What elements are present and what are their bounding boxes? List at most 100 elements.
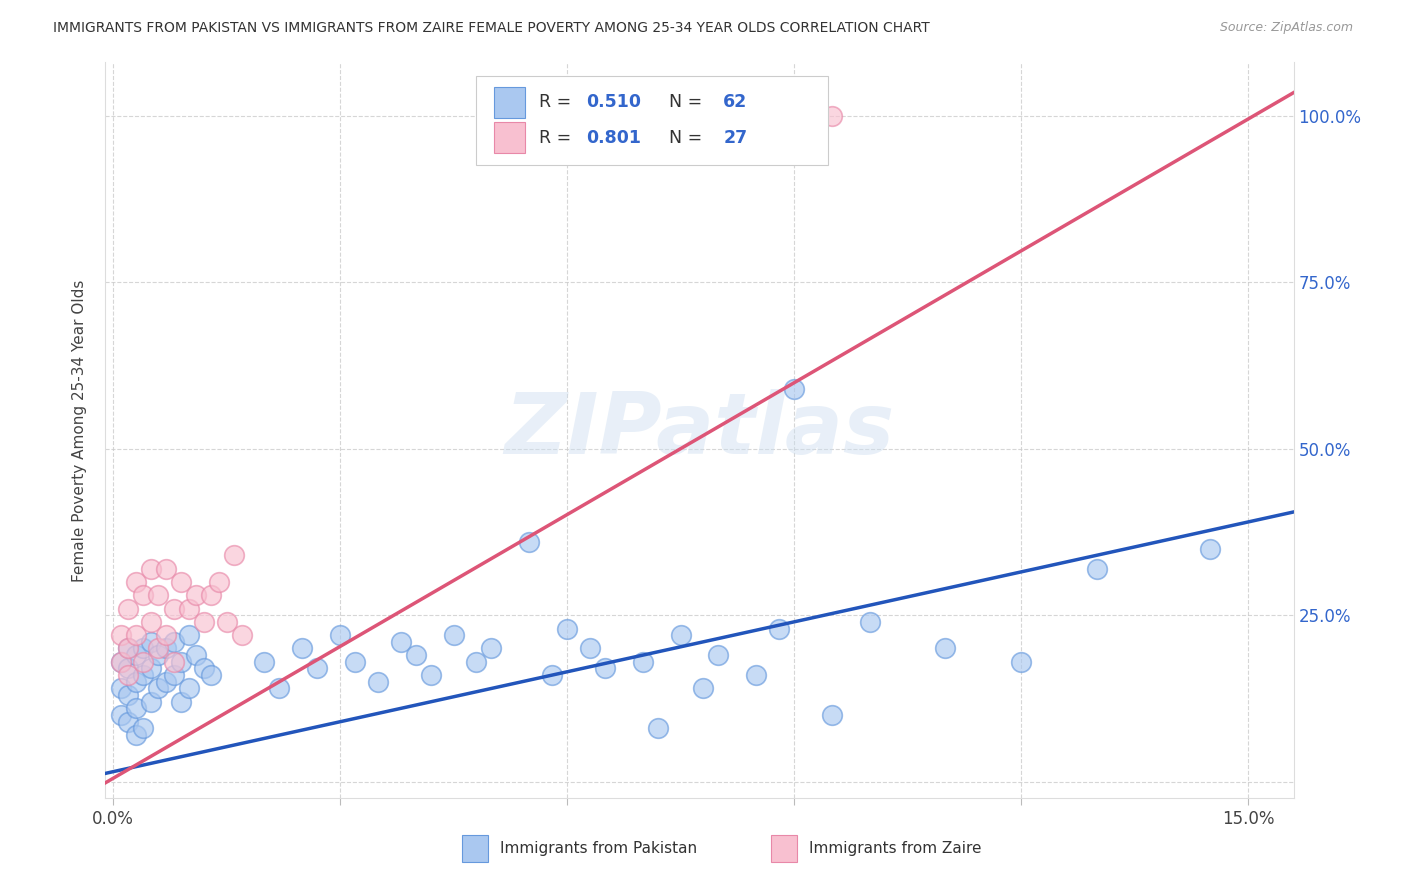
Point: [139, 695, 162, 709]
Point: [367, 674, 389, 689]
Point: [821, 109, 844, 123]
Point: [193, 615, 215, 629]
Point: [162, 601, 184, 615]
Point: [155, 628, 177, 642]
Point: [193, 661, 215, 675]
Point: [117, 601, 139, 615]
Point: [578, 641, 600, 656]
Point: [148, 641, 170, 656]
Text: R =: R =: [538, 93, 576, 112]
Point: [148, 648, 170, 662]
Text: IMMIGRANTS FROM PAKISTAN VS IMMIGRANTS FROM ZAIRE FEMALE POVERTY AMONG 25-34 YEA: IMMIGRANTS FROM PAKISTAN VS IMMIGRANTS F…: [53, 21, 931, 36]
Point: [443, 628, 465, 642]
Text: Immigrants from Zaire: Immigrants from Zaire: [808, 841, 981, 856]
Point: [155, 674, 177, 689]
Point: [253, 655, 276, 669]
Point: [117, 661, 139, 675]
Point: [148, 588, 170, 602]
Point: [125, 648, 148, 662]
Text: 62: 62: [723, 93, 748, 112]
Point: [117, 714, 139, 729]
Text: ZIPatlas: ZIPatlas: [505, 389, 894, 472]
Point: [344, 655, 367, 669]
Point: [231, 628, 253, 642]
Point: [125, 701, 148, 715]
Point: [768, 622, 790, 636]
Text: 0.510: 0.510: [586, 93, 641, 112]
Point: [162, 668, 184, 682]
Point: [125, 674, 148, 689]
Point: [269, 681, 291, 696]
Text: Immigrants from Pakistan: Immigrants from Pakistan: [501, 841, 697, 856]
Point: [170, 695, 193, 709]
Point: [110, 681, 132, 696]
Point: [200, 668, 222, 682]
Point: [405, 648, 427, 662]
Text: Source: ZipAtlas.com: Source: ZipAtlas.com: [1219, 21, 1353, 35]
Point: [117, 688, 139, 702]
Point: [222, 548, 245, 562]
Point: [170, 574, 193, 589]
Point: [110, 655, 132, 669]
FancyBboxPatch shape: [494, 87, 524, 118]
Point: [125, 628, 148, 642]
Point: [1010, 655, 1032, 669]
Point: [631, 655, 654, 669]
Point: [329, 628, 352, 642]
FancyBboxPatch shape: [461, 835, 488, 862]
Point: [177, 681, 200, 696]
Point: [139, 561, 162, 575]
Text: R =: R =: [538, 128, 576, 146]
Point: [821, 708, 844, 723]
FancyBboxPatch shape: [770, 835, 797, 862]
Point: [162, 655, 184, 669]
Point: [117, 641, 139, 656]
Point: [125, 728, 148, 742]
Point: [692, 681, 714, 696]
Point: [170, 655, 193, 669]
Point: [132, 655, 155, 669]
Point: [186, 648, 208, 662]
Point: [593, 661, 616, 675]
Point: [132, 588, 155, 602]
Point: [215, 615, 238, 629]
Point: [132, 641, 155, 656]
Point: [859, 615, 882, 629]
Point: [177, 601, 200, 615]
Point: [1085, 561, 1108, 575]
Text: 0.801: 0.801: [586, 128, 641, 146]
FancyBboxPatch shape: [477, 77, 828, 166]
Point: [155, 561, 177, 575]
Point: [541, 668, 564, 682]
Point: [1199, 541, 1222, 556]
Point: [291, 641, 314, 656]
Point: [125, 574, 148, 589]
Point: [707, 648, 730, 662]
Y-axis label: Female Poverty Among 25-34 Year Olds: Female Poverty Among 25-34 Year Olds: [72, 279, 87, 582]
Text: N =: N =: [658, 128, 707, 146]
Point: [132, 668, 155, 682]
Point: [139, 635, 162, 649]
Point: [669, 628, 692, 642]
Point: [117, 641, 139, 656]
Point: [139, 661, 162, 675]
Point: [132, 722, 155, 736]
Point: [208, 574, 231, 589]
Point: [148, 681, 170, 696]
Point: [389, 635, 412, 649]
Point: [465, 655, 488, 669]
Point: [307, 661, 329, 675]
Point: [139, 615, 162, 629]
Point: [162, 635, 184, 649]
Point: [110, 628, 132, 642]
Point: [155, 641, 177, 656]
Text: 27: 27: [723, 128, 748, 146]
Point: [200, 588, 222, 602]
Point: [117, 668, 139, 682]
Point: [934, 641, 956, 656]
Point: [647, 722, 669, 736]
Point: [517, 535, 540, 549]
Point: [186, 588, 208, 602]
Point: [110, 655, 132, 669]
Point: [479, 641, 502, 656]
